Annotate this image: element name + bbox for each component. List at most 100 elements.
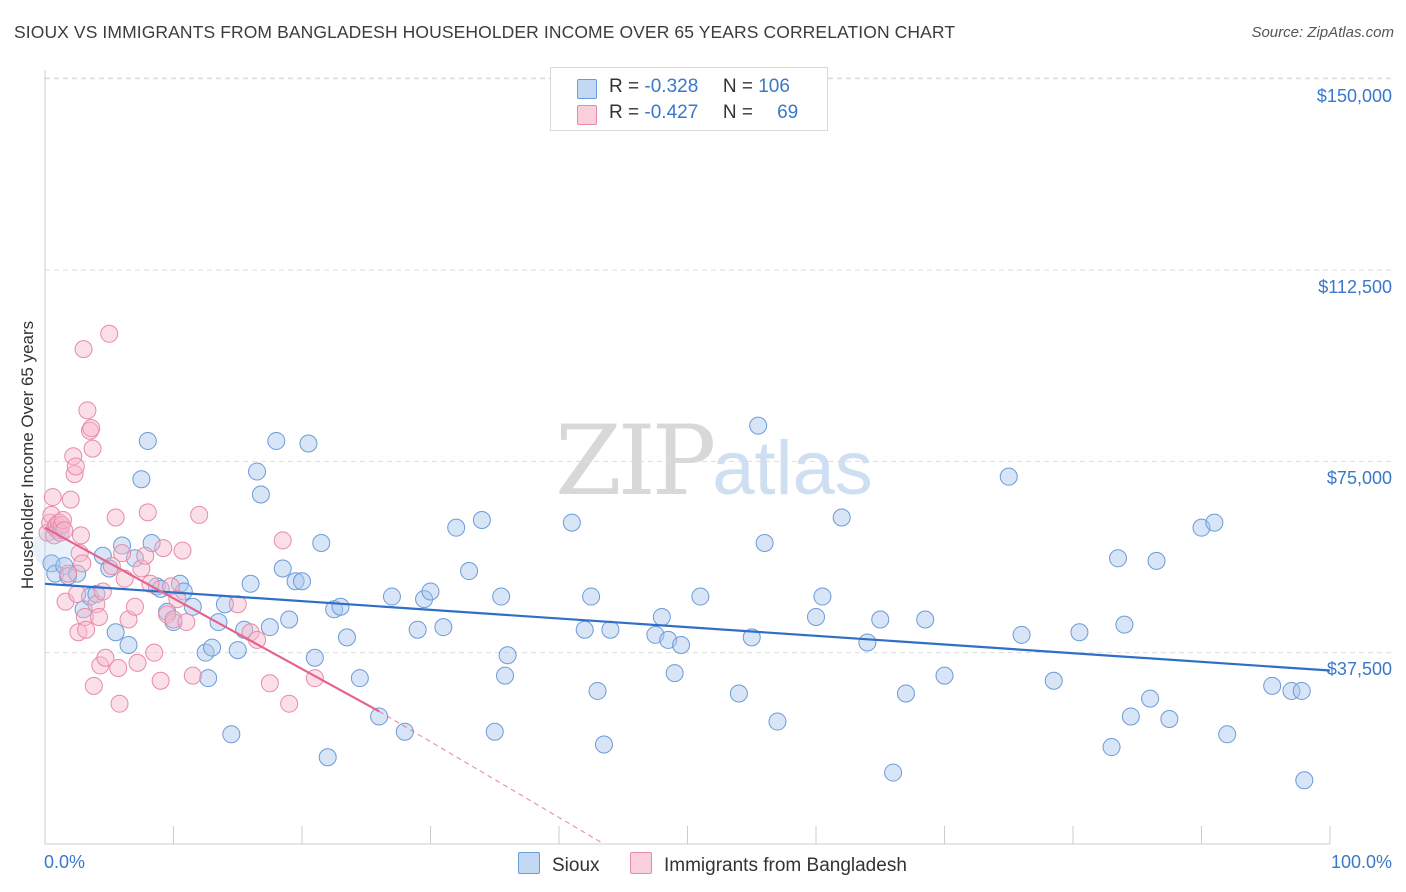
bangladesh-point-40: [109, 658, 128, 677]
sioux-point-29: [222, 725, 241, 744]
x-tick-label-0: 0.0%: [44, 852, 86, 872]
sioux-point-92: [1070, 623, 1089, 642]
sioux-point-67: [594, 735, 613, 754]
sioux-point-60: [492, 587, 511, 606]
sioux-point-48: [350, 669, 369, 688]
sioux-point-30: [228, 641, 247, 660]
sioux-point-11: [113, 536, 132, 555]
sioux-point-64: [575, 620, 594, 639]
sioux-point-95: [1115, 615, 1134, 634]
sioux-r-label: R =: [609, 76, 640, 97]
bangladesh-trend-extension: [378, 710, 605, 845]
sioux-point-35: [260, 618, 279, 637]
sioux-point-61: [496, 666, 515, 685]
sioux-point-83: [858, 633, 877, 652]
sioux-cluster-bubble: [32, 528, 73, 569]
sioux-point-34: [251, 485, 270, 504]
bangladesh-point-53: [154, 539, 173, 558]
bangladesh-point-41: [110, 694, 129, 713]
sioux-point-55: [434, 618, 453, 637]
chart-title: SIOUX VS IMMIGRANTS FROM BANGLADESH HOUS…: [14, 22, 956, 42]
sioux-point-88: [935, 666, 954, 685]
sioux-point-57: [460, 562, 479, 581]
sioux-point-85: [884, 763, 903, 782]
bangladesh-point-49: [138, 503, 157, 522]
bangladesh-point-35: [93, 582, 112, 601]
y-tick-label-112500: $112,500: [1318, 277, 1392, 297]
bangladesh-point-18: [66, 457, 85, 476]
sioux-point-65: [582, 587, 601, 606]
sioux-point-39: [286, 572, 305, 591]
sioux-point-32: [241, 574, 260, 593]
legend-item-sioux: Sioux: [518, 852, 600, 876]
bangladesh-point-25: [75, 607, 94, 626]
sioux-point-103: [1263, 676, 1282, 695]
sioux-point-15: [138, 431, 157, 450]
watermark-atlas: atlas: [712, 426, 873, 511]
bangladesh-point-15: [61, 490, 80, 509]
sioux-point-10: [106, 623, 125, 642]
sioux-point-25: [199, 669, 218, 688]
bangladesh-point-51: [145, 643, 164, 662]
sioux-point-54: [421, 582, 440, 601]
zipatlas-watermark: ZIPatlas: [555, 405, 873, 517]
sioux-point-72: [665, 664, 684, 683]
sioux-point-77: [749, 416, 768, 435]
bangladesh-point-66: [273, 531, 292, 550]
sioux-point-102: [1218, 725, 1237, 744]
sioux-point-91: [1044, 671, 1063, 690]
legend-bangladesh-label: Immigrants from Bangladesh: [664, 855, 907, 876]
sioux-n-label: N =: [722, 76, 753, 97]
bangladesh-point-29: [82, 419, 101, 438]
sioux-point-63: [562, 513, 581, 532]
bangladesh-point-14: [59, 564, 78, 583]
bangladesh-point-37: [100, 324, 119, 343]
sioux-trend-line: [44, 582, 1331, 672]
sioux-point-52: [408, 620, 427, 639]
sioux-point-33: [248, 462, 267, 481]
bangladesh-point-52: [151, 671, 170, 690]
watermark-zip: ZIP: [555, 405, 716, 517]
y-tick-label-37500: $37,500: [1326, 659, 1392, 679]
y-tick-label-75000: $75,000: [1326, 468, 1392, 488]
bangladesh-point-23: [73, 554, 92, 573]
bangladesh-point-43: [115, 569, 134, 588]
sioux-point-74: [691, 587, 710, 606]
bangladesh-r-label: R =: [609, 102, 640, 123]
sioux-n-value: 106: [758, 76, 790, 97]
sioux-point-66: [588, 681, 607, 700]
bangladesh-point-16: [64, 447, 83, 466]
sioux-point-98: [1147, 551, 1166, 570]
sioux-point-84: [871, 610, 890, 629]
bangladesh-point-59: [177, 613, 196, 632]
sioux-point-87: [916, 610, 935, 629]
sioux-point-56: [447, 518, 466, 537]
sioux-point-36: [267, 431, 286, 450]
bangladesh-n-value: 69: [777, 102, 799, 123]
bangladesh-trend-line: [44, 526, 380, 713]
sioux-point-53: [415, 590, 434, 609]
legend-sioux-label: Sioux: [552, 855, 600, 876]
bangladesh-point-31: [84, 676, 103, 695]
sioux-point-79: [768, 712, 787, 731]
sioux-point-78: [755, 533, 774, 552]
sioux-point-14: [132, 470, 151, 489]
bangladesh-swatch: [577, 105, 597, 125]
bangladesh-point-42: [113, 544, 132, 563]
bangladesh-point-30: [83, 439, 102, 458]
bangladesh-point-17: [65, 465, 84, 484]
bangladesh-point-36: [96, 648, 115, 667]
y-tick-label-150000: $150,000: [1316, 86, 1392, 106]
bangladesh-point-33: [89, 607, 108, 626]
bangladesh-point-19: [68, 585, 87, 604]
legend-bangladesh-swatch: [630, 852, 652, 874]
sioux-point-46: [331, 597, 350, 616]
sioux-point-68: [601, 620, 620, 639]
sioux-point-43: [312, 533, 331, 552]
legend-item-bangladesh: Immigrants from Bangladesh: [630, 852, 907, 876]
sioux-point-26: [203, 638, 222, 657]
sioux-point-50: [382, 587, 401, 606]
sioux-point-82: [832, 508, 851, 527]
sioux-point-58: [472, 511, 491, 530]
bangladesh-r-value: -0.427: [644, 102, 699, 123]
